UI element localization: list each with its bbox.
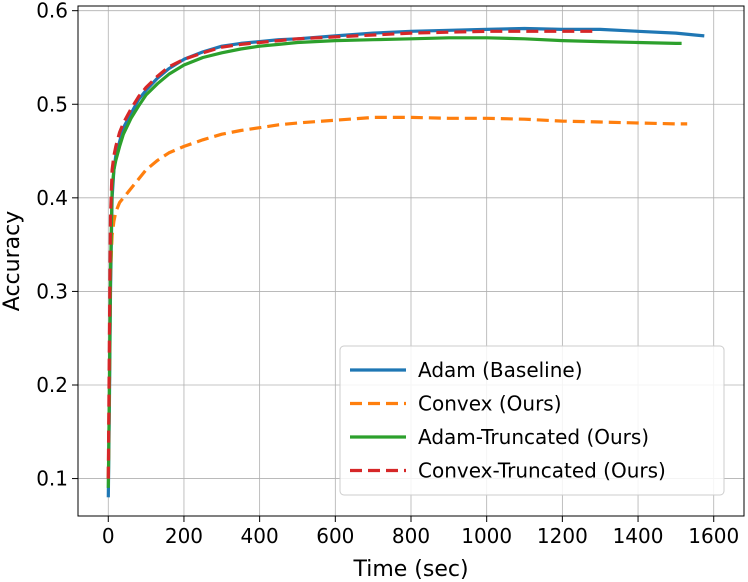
series-layer <box>106 26 705 498</box>
y-tick-label: 0.5 <box>36 92 68 116</box>
series-line-convex-truncated-ours <box>106 29 593 479</box>
x-tick-label: 1600 <box>688 524 739 548</box>
ticks: 0 200 400 600 800 1000 1200 1400 1600 0.1 0.2 0.3 0.… <box>36 0 739 548</box>
x-tick-label: 0 <box>102 524 115 548</box>
y-tick-label: 0.1 <box>36 467 68 491</box>
x-tick-label: 1400 <box>613 524 664 548</box>
series-line-adam-truncated-ours <box>106 36 682 488</box>
y-tick-label: 0.2 <box>36 373 68 397</box>
x-tick-label: 1200 <box>537 524 588 548</box>
x-tick-label: 200 <box>165 524 203 548</box>
legend-box <box>339 345 725 496</box>
legend-label: Convex (Ours) <box>418 392 562 416</box>
y-axis-label: Accuracy <box>0 211 25 311</box>
x-axis-label: Time (sec) <box>352 557 468 582</box>
legend-label: Convex-Truncated (Ours) <box>418 459 666 483</box>
x-tick-label: 400 <box>241 524 279 548</box>
y-tick-label: 0.6 <box>36 0 68 23</box>
legend: Adam (Baseline) Convex (Ours) Adam-Truncat… <box>339 345 725 496</box>
x-tick-label: 800 <box>392 524 430 548</box>
legend-label: Adam (Baseline) <box>418 358 583 382</box>
y-tick-label: 0.4 <box>36 186 68 210</box>
x-tick-label: 600 <box>316 524 354 548</box>
legend-label: Adam-Truncated (Ours) <box>418 425 649 449</box>
y-tick-label: 0.3 <box>36 279 68 303</box>
x-tick-label: 1000 <box>461 524 512 548</box>
